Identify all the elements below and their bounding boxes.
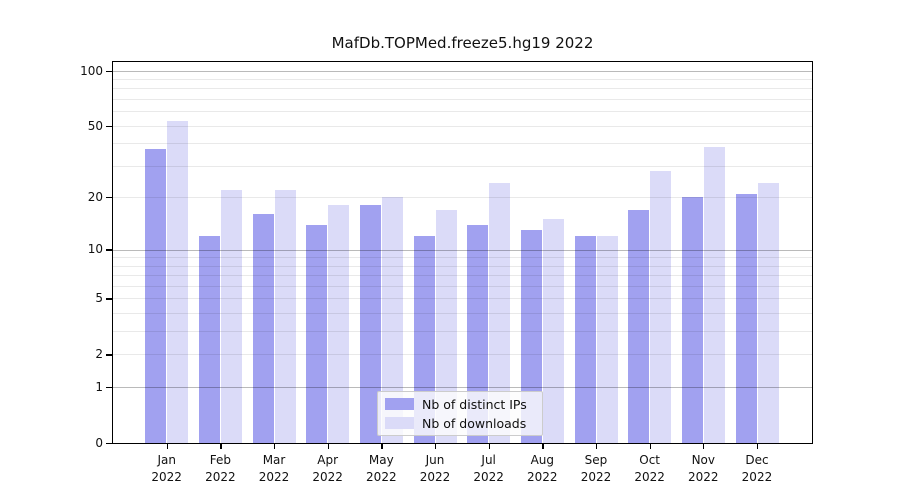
x-tick-label: May 2022	[366, 453, 397, 484]
gridline	[113, 387, 812, 389]
y-tick-label: 10	[87, 242, 103, 257]
bar-distinct-ips-mar	[252, 214, 274, 443]
x-tick-mark	[327, 444, 329, 449]
x-tick-mark	[649, 444, 651, 449]
y-tick-mark	[106, 298, 112, 300]
gridline	[113, 354, 812, 356]
x-tick-label: Sep 2022	[580, 453, 612, 484]
x-tick-label: Mar 2022	[258, 453, 290, 484]
gridline	[113, 125, 812, 127]
x-tick-label: Feb 2022	[205, 453, 236, 484]
x-tick-mark	[756, 444, 759, 449]
y-tick-label: 1	[95, 380, 103, 395]
bar-downloads-nov	[703, 147, 725, 443]
gridline	[113, 197, 812, 199]
x-tick-label: Oct 2022	[634, 453, 665, 484]
x-tick-mark	[435, 444, 437, 449]
x-tick-label: Jul 2022	[473, 453, 504, 484]
x-tick-mark	[381, 444, 383, 449]
x-tick-mark	[488, 444, 490, 449]
x-tick-mark	[220, 444, 222, 449]
gridline	[113, 275, 812, 277]
bar-distinct-ips-dec	[735, 193, 757, 443]
gridline	[113, 298, 812, 300]
x-tick-mark	[703, 444, 705, 449]
legend-label-distinct-ips: Nb of distinct IPs	[422, 396, 527, 412]
legend-label-downloads: Nb of downloads	[422, 415, 527, 431]
x-tick-mark	[166, 444, 168, 449]
y-tick-label: 100	[80, 63, 103, 78]
bar-distinct-ips-may	[359, 205, 381, 443]
gridline	[113, 99, 812, 100]
x-tick-label: Nov 2022	[688, 453, 719, 484]
gridline	[113, 313, 812, 315]
bar-downloads-oct	[650, 171, 672, 443]
gridline	[113, 111, 812, 113]
x-tick-label: Dec 2022	[741, 453, 773, 484]
bar-distinct-ips-aug	[520, 230, 542, 443]
chart-title: MafDb.TOPMed.freeze5.hg19 2022	[331, 34, 594, 52]
x-tick-mark	[595, 444, 598, 449]
bar-distinct-ips-jul	[467, 224, 489, 443]
y-tick-mark	[106, 249, 112, 251]
x-tick-label: Apr 2022	[312, 453, 343, 484]
bar-distinct-ips-apr	[306, 224, 328, 443]
bar-downloads-mar	[274, 190, 296, 443]
gridline	[113, 79, 812, 80]
x-tick-mark	[542, 444, 544, 449]
gridline	[113, 331, 812, 333]
bar-distinct-ips-feb	[198, 236, 220, 443]
legend-swatch-distinct-ips	[385, 398, 414, 410]
bar-downloads-jul	[489, 183, 511, 443]
bar-distinct-ips-jan	[145, 149, 167, 443]
plot-area	[112, 61, 813, 444]
gridline	[113, 88, 812, 90]
gridline	[113, 286, 812, 287]
bar-downloads-dec	[757, 183, 779, 443]
legend-swatch-downloads	[385, 417, 414, 429]
y-tick-mark	[106, 70, 112, 72]
y-tick-label: 0	[95, 436, 103, 450]
legend: Nb of distinct IPs Nb of downloads	[377, 391, 543, 436]
y-tick-label: 50	[87, 118, 103, 133]
x-tick-label: Aug 2022	[527, 453, 558, 484]
gridline	[113, 143, 812, 145]
bar-downloads-feb	[220, 190, 242, 443]
gridline	[113, 257, 812, 259]
bar-distinct-ips-oct	[628, 209, 650, 443]
y-tick-mark	[106, 354, 112, 356]
bar-downloads-may	[381, 197, 403, 443]
gridline	[113, 265, 812, 267]
y-tick-mark	[106, 387, 112, 389]
gridline	[113, 249, 812, 251]
x-tick-label: Jan 2022	[151, 453, 182, 484]
legend-item-downloads: Nb of downloads	[385, 416, 535, 431]
x-tick-mark	[274, 444, 276, 449]
legend-item-distinct-ips: Nb of distinct IPs	[385, 397, 535, 412]
y-tick-mark	[106, 125, 112, 127]
bar-distinct-ips-sep	[574, 236, 596, 443]
bar-downloads-aug	[542, 219, 564, 443]
y-tick-label: 2	[95, 347, 103, 362]
bar-downloads-apr	[328, 205, 350, 443]
y-tick-mark	[106, 443, 112, 445]
x-tick-label: Jun 2022	[419, 453, 451, 484]
y-tick-mark	[106, 197, 112, 199]
y-tick-label: 5	[95, 291, 103, 306]
bar-downloads-jan	[167, 121, 189, 443]
y-tick-label: 20	[87, 190, 103, 205]
bar-downloads-sep	[596, 236, 618, 443]
bar-distinct-ips-nov	[681, 197, 703, 443]
bar-downloads-jun	[435, 209, 457, 443]
gridline	[113, 70, 812, 72]
gridline	[113, 165, 812, 167]
